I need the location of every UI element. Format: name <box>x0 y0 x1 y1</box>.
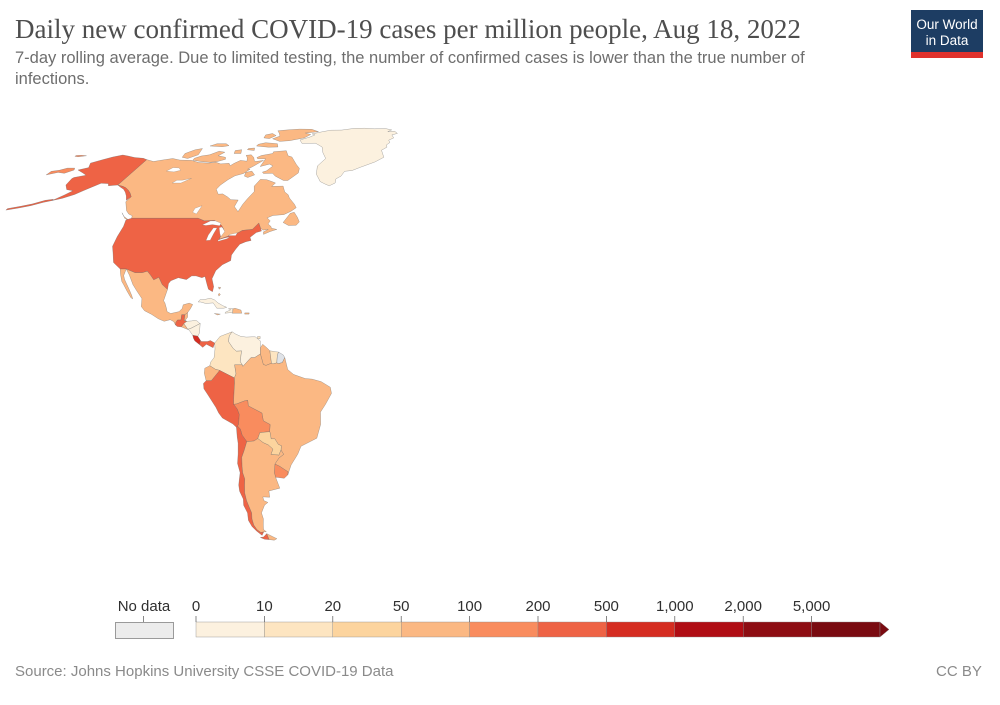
svg-text:500: 500 <box>594 598 619 615</box>
svg-text:0: 0 <box>192 598 200 615</box>
svg-text:50: 50 <box>393 598 410 615</box>
svg-text:1,000: 1,000 <box>656 598 694 615</box>
svg-text:10: 10 <box>256 598 273 615</box>
svg-text:20: 20 <box>324 598 341 615</box>
svg-text:200: 200 <box>525 598 550 615</box>
svg-text:5,000: 5,000 <box>793 598 831 615</box>
svg-text:2,000: 2,000 <box>724 598 762 615</box>
svg-text:100: 100 <box>457 598 482 615</box>
